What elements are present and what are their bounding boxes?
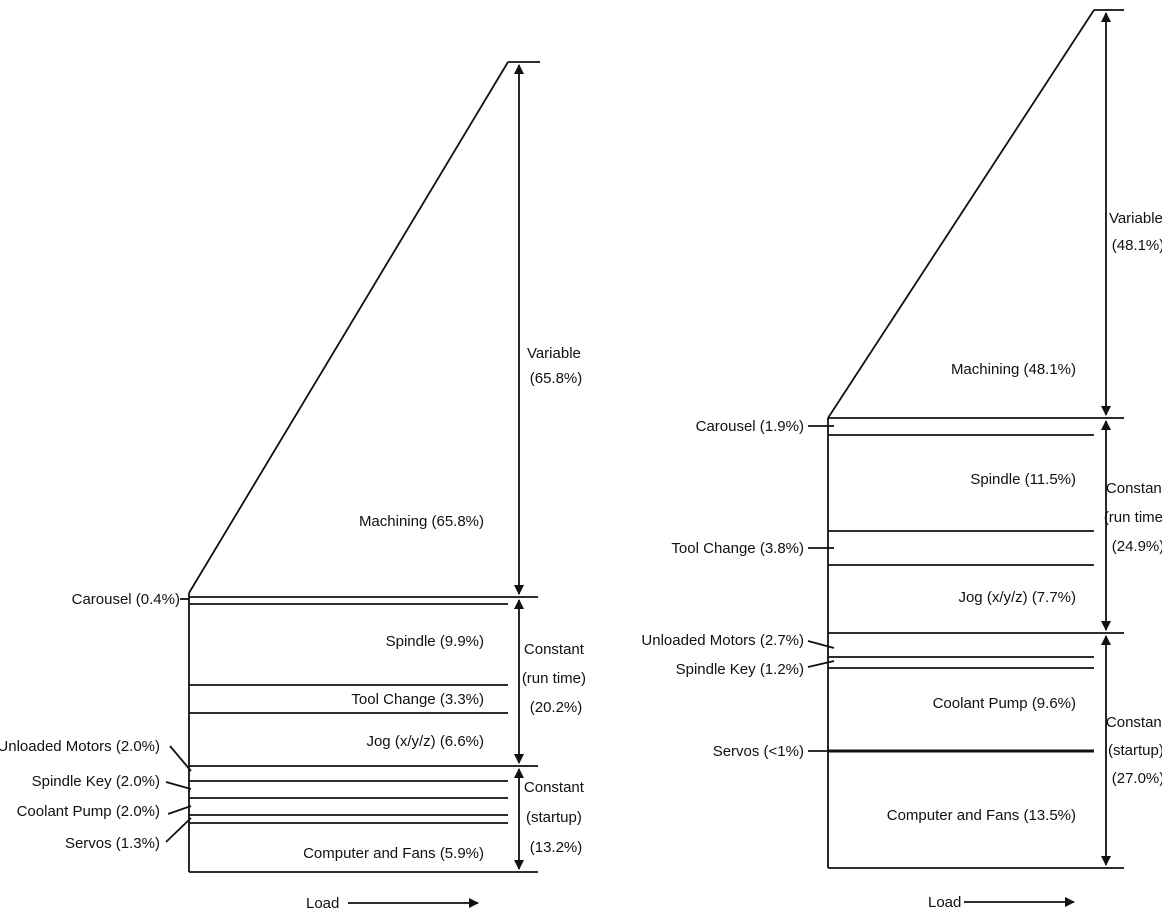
left-group-startup-line3: (13.2%) <box>530 839 583 856</box>
right-label-carousel: Carousel (1.9%) <box>696 418 804 435</box>
right-group-startup-line3: (27.0%) <box>1112 770 1162 787</box>
left-label-coolant-pump: Coolant Pump (2.0%) <box>17 803 160 820</box>
left-leader-spindle-key <box>165 781 192 790</box>
right-label-jog: Jog (x/y/z) (7.7%) <box>958 589 1076 606</box>
left-group-variable-line2: (65.8%) <box>530 370 583 387</box>
left-label-jog: Jog (x/y/z) (6.6%) <box>366 733 484 750</box>
right-label-coolant-pump: Coolant Pump (9.6%) <box>933 695 1076 712</box>
left-group-startup-line1: Constant <box>524 779 585 796</box>
left-group-startup-line2: (startup) <box>526 809 582 826</box>
right-x-label: Load <box>928 894 961 911</box>
right-label-servos: Servos (<1%) <box>713 743 804 760</box>
diagram-left: Machining (65.8%) Carousel (0.4%) Spindl… <box>0 61 590 912</box>
right-group-variable-line2: (48.1%) <box>1112 237 1162 254</box>
left-label-computer-fans: Computer and Fans (5.9%) <box>303 845 484 862</box>
right-label-spindle: Spindle (11.5%) <box>970 471 1076 488</box>
left-label-spindle: Spindle (9.9%) <box>386 633 484 650</box>
left-label-machining: Machining (65.8%) <box>359 513 484 530</box>
right-leader-spindle-key <box>807 660 835 668</box>
right-outline-diagonal <box>827 9 1095 419</box>
right-label-machining: Machining (48.1%) <box>951 361 1076 378</box>
left-outline-diagonal <box>188 61 509 594</box>
right-label-computer-fans: Computer and Fans (13.5%) <box>887 807 1076 824</box>
right-group-runtime-line2: (run time) <box>1104 509 1162 526</box>
right-group-variable-line1: Variable <box>1109 210 1162 227</box>
left-label-carousel: Carousel (0.4%) <box>72 591 180 608</box>
left-group-variable: Variable (65.8%) <box>527 345 585 387</box>
left-label-spindle-key: Spindle Key (2.0%) <box>32 773 160 790</box>
right-label-unloaded-motors: Unloaded Motors (2.7%) <box>641 632 804 649</box>
right-leader-unloaded-motors <box>807 640 835 649</box>
right-group-variable: Variable (48.1%) <box>1109 210 1162 254</box>
left-label-unloaded-motors: Unloaded Motors (2.0%) <box>0 738 160 755</box>
diagram-right: Machining (48.1%) Carousel (1.9%) Spindl… <box>641 9 1162 911</box>
left-group-runtime-line1: Constant <box>524 641 585 658</box>
left-group-variable-line1: Variable <box>527 345 581 362</box>
left-x-label: Load <box>306 895 339 912</box>
right-group-startup-line1: Constant <box>1106 714 1162 731</box>
left-label-servos: Servos (1.3%) <box>65 835 160 852</box>
right-group-runtime: Constant (run time) (24.9%) <box>1104 480 1162 555</box>
left-group-runtime: Constant (run time) (20.2%) <box>522 641 590 716</box>
right-group-startup: Constant (startup) (27.0%) <box>1106 714 1162 787</box>
left-leader-coolant-pump <box>167 805 192 815</box>
left-group-startup: Constant (startup) (13.2%) <box>524 779 588 856</box>
right-group-runtime-line3: (24.9%) <box>1112 538 1162 555</box>
left-leader-servos <box>165 817 192 843</box>
left-group-runtime-line2: (run time) <box>522 670 586 687</box>
right-label-spindle-key: Spindle Key (1.2%) <box>676 661 804 678</box>
right-label-tool-change: Tool Change (3.8%) <box>671 540 804 557</box>
left-group-runtime-line3: (20.2%) <box>530 699 583 716</box>
right-group-startup-line2: (startup) <box>1108 742 1162 759</box>
left-leader-unloaded-motors <box>169 745 192 772</box>
left-label-tool-change: Tool Change (3.3%) <box>351 691 484 708</box>
right-group-runtime-line1: Constant <box>1106 480 1162 497</box>
